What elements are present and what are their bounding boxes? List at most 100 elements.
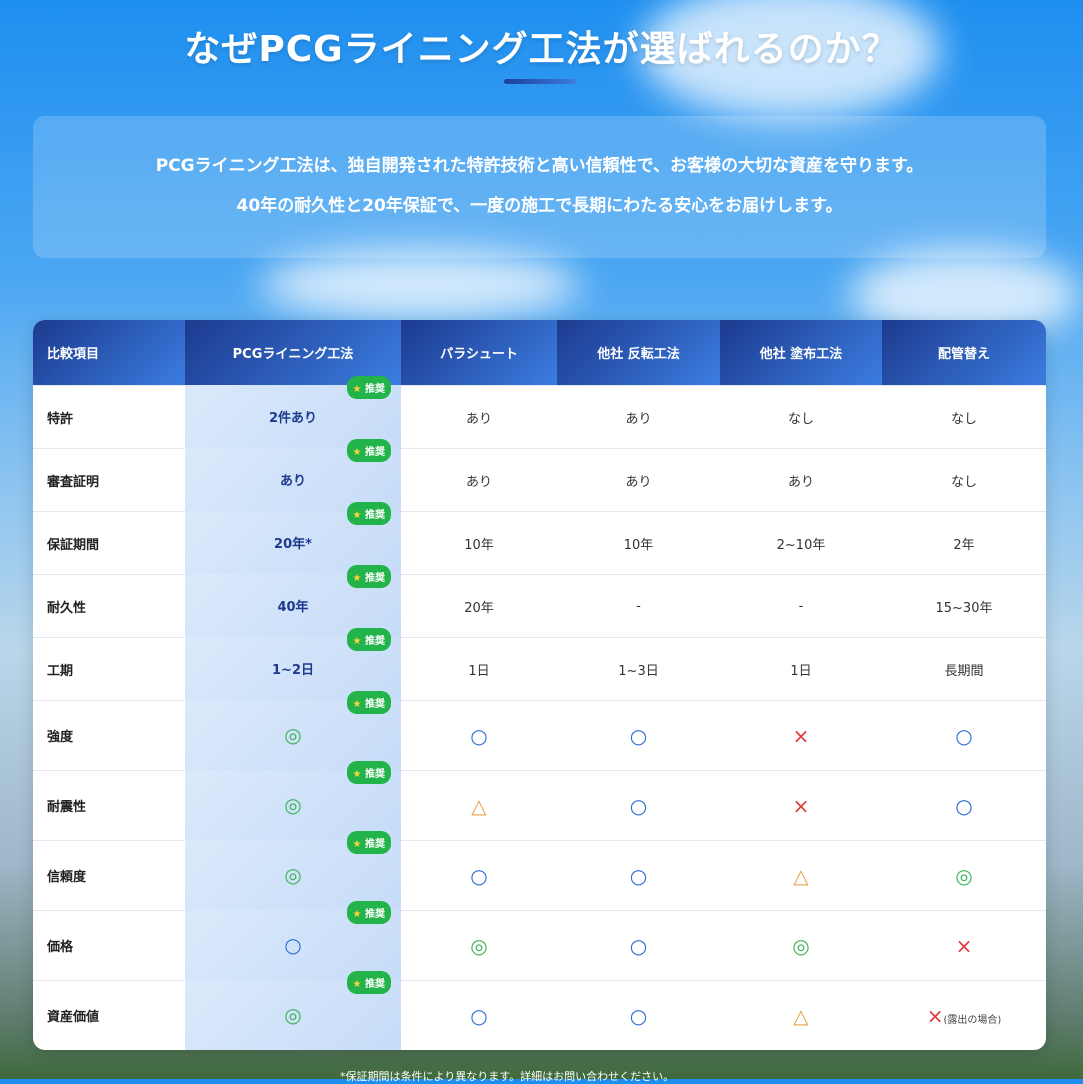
- cell-value: 1~2日: [272, 663, 314, 678]
- rating-symbol: △: [793, 863, 809, 888]
- cell-value: 10年: [464, 537, 494, 553]
- recommended-badge: ★ 推奨: [346, 628, 391, 651]
- cell-value: あり: [625, 411, 652, 427]
- table-row: 信頼度 ★ 推奨 ◎ ○ ○ △ ◎: [33, 831, 1046, 910]
- rating-symbol: ×: [926, 1003, 944, 1028]
- table-cell: ○: [401, 840, 557, 910]
- rating-symbol: ○: [470, 723, 488, 748]
- rating-symbol: ×: [792, 793, 810, 818]
- rating-symbol: ○: [470, 1003, 488, 1028]
- recommended-badge: ★ 推奨: [346, 376, 391, 399]
- rating-symbol: ○: [470, 863, 488, 888]
- table-cell: ◎: [401, 910, 557, 980]
- rating-symbol: ○: [629, 1003, 648, 1028]
- row-label: 耐久性: [33, 574, 185, 637]
- cell-value: 15~30年: [935, 600, 993, 616]
- recommended-badge: ★ 推奨: [346, 565, 391, 588]
- star-icon: ★: [352, 447, 362, 458]
- column-header: PCGライニング工法: [185, 320, 401, 385]
- row-label: 保証期間: [33, 511, 185, 574]
- recommended-badge: ★ 推奨: [346, 439, 391, 462]
- rating-symbol: △: [793, 1003, 809, 1028]
- title-underline: [504, 79, 576, 84]
- rating-symbol: ◎: [955, 863, 973, 888]
- rating-symbol: ◎: [284, 723, 302, 747]
- badge-label: 推奨: [365, 447, 385, 458]
- recommended-badge: ★ 推奨: [346, 691, 391, 714]
- table-cell: ◎: [720, 910, 882, 980]
- recommended-badge: ★ 推奨: [346, 502, 391, 525]
- row-label: 工期: [33, 637, 185, 700]
- table-cell: ○: [401, 700, 557, 770]
- rating-symbol: ○: [629, 863, 648, 888]
- column-header: 他社 反転工法: [557, 320, 720, 385]
- cell-value: 1日: [468, 663, 490, 679]
- star-icon: ★: [352, 769, 362, 780]
- table-cell: ×: [720, 700, 882, 770]
- rating-symbol: ○: [955, 723, 973, 748]
- rating-symbol: ◎: [470, 933, 488, 958]
- table-cell: ★ 推奨 2件あり: [185, 376, 401, 448]
- rating-symbol: ◎: [284, 863, 302, 887]
- table-row: 価格 ★ 推奨 ○ ◎ ○ ◎ ×: [33, 901, 1046, 980]
- star-icon: ★: [352, 909, 362, 920]
- table-cell: 10年: [401, 511, 557, 574]
- table-row: 工期 ★ 推奨 1~2日 1日 1~3日 1日 長期間: [33, 628, 1046, 700]
- table-cell: ★ 推奨 20年*: [185, 502, 401, 574]
- table-cell: ★ 推奨 ◎: [185, 831, 401, 910]
- table-cell: △: [401, 770, 557, 840]
- row-label: 耐震性: [33, 770, 185, 840]
- rating-symbol: ○: [284, 933, 302, 957]
- badge-label: 推奨: [365, 573, 385, 584]
- badge-label: 推奨: [365, 510, 385, 521]
- table-cell: 2年: [882, 511, 1046, 574]
- cell-value: 2~10年: [776, 537, 826, 553]
- cell-value: あり: [465, 474, 492, 490]
- table-cell: 1日: [720, 637, 882, 700]
- cell-value: 長期間: [944, 663, 984, 679]
- row-label: 審査証明: [33, 448, 185, 511]
- table-cell: ★ 推奨 ◎: [185, 971, 401, 1050]
- table-cell: 20年: [401, 574, 557, 637]
- rating-symbol: ○: [629, 793, 648, 818]
- table-cell: あり: [401, 385, 557, 448]
- row-label: 価格: [33, 910, 185, 980]
- table-cell: △: [720, 980, 882, 1050]
- rating-symbol: ◎: [284, 793, 302, 817]
- badge-label: 推奨: [365, 636, 385, 647]
- table-row: 耐震性 ★ 推奨 ◎ △ ○ × ○: [33, 761, 1046, 840]
- table-cell: 1~3日: [557, 637, 720, 700]
- star-icon: ★: [352, 636, 362, 647]
- table-cell: ○: [557, 700, 720, 770]
- star-icon: ★: [352, 510, 362, 521]
- table-cell: あり: [720, 448, 882, 511]
- star-icon: ★: [352, 839, 362, 850]
- recommended-badge: ★ 推奨: [346, 971, 391, 994]
- cell-value: あり: [465, 411, 492, 427]
- star-icon: ★: [352, 573, 362, 584]
- column-header: 比較項目: [33, 320, 185, 385]
- table-cell: ○: [401, 980, 557, 1050]
- cell-value: あり: [787, 474, 814, 490]
- cell-value: -: [798, 598, 804, 614]
- table-cell: -: [557, 574, 720, 637]
- table-cell: あり: [557, 385, 720, 448]
- table-cell: ○: [557, 980, 720, 1050]
- row-label: 資産価値: [33, 980, 185, 1050]
- rating-symbol: ○: [955, 793, 973, 818]
- cell-value: あり: [625, 474, 652, 490]
- table-cell: ○: [882, 770, 1046, 840]
- rating-symbol: ○: [629, 723, 648, 748]
- table-row: 強度 ★ 推奨 ◎ ○ ○ × ○: [33, 691, 1046, 770]
- table-cell: ★ 推奨 ○: [185, 901, 401, 980]
- cell-value: なし: [787, 411, 814, 427]
- badge-label: 推奨: [365, 699, 385, 710]
- cell-value: 2年: [953, 537, 975, 553]
- star-icon: ★: [352, 384, 362, 395]
- star-icon: ★: [352, 979, 362, 990]
- cell-value: 20年: [464, 600, 494, 616]
- table-cell: あり: [557, 448, 720, 511]
- rating-symbol: ×: [792, 723, 810, 748]
- table-row: 特許 ★ 推奨 2件あり あり あり なし なし: [33, 376, 1046, 448]
- cell-note: (露出の場合): [943, 1014, 1002, 1026]
